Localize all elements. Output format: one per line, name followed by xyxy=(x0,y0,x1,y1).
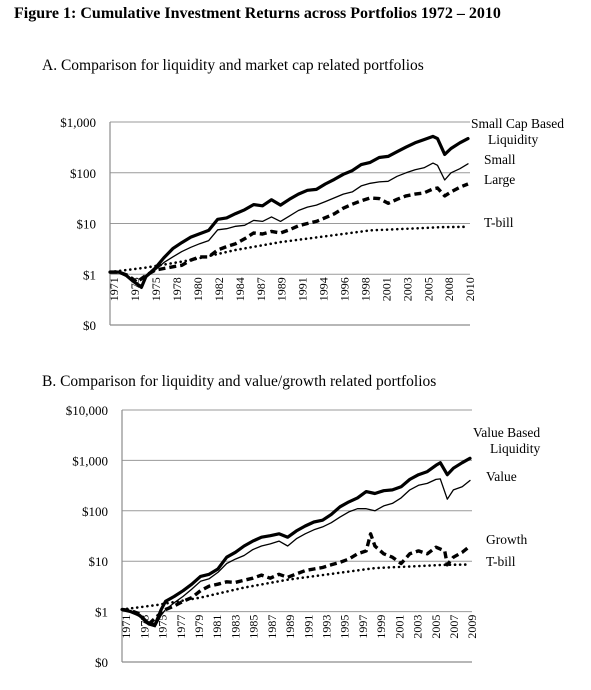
x-tick-label: 2001 xyxy=(379,277,393,301)
y-tick-label: $10,000 xyxy=(66,403,108,418)
chart-panel-a: $1,000 $100 $10 $1 $0 1971 1973 1975 1978 1980 198… xyxy=(60,115,564,333)
x-tick-label: 1978 xyxy=(170,277,184,301)
x-tick-label: 1980 xyxy=(191,277,205,301)
x-tick-label: 1991 xyxy=(296,277,310,301)
series-label-t-bill: T-bill xyxy=(484,215,514,230)
x-tick-label: 2010 xyxy=(463,277,477,301)
y-tick-label: $100 xyxy=(82,504,108,519)
series-line-t-bill xyxy=(120,563,472,611)
series-label-small-cap-based-liquidity: Liquidity xyxy=(488,132,538,147)
x-tick-label: 1997 xyxy=(356,615,370,639)
y-tick-label: $0 xyxy=(83,318,96,333)
x-tick-label: 1983 xyxy=(228,615,242,639)
y-tick-label: $10 xyxy=(77,217,97,232)
x-tick-label: 1984 xyxy=(233,277,247,301)
x-tick-label: 1971 xyxy=(119,615,133,639)
series-label-growth: Growth xyxy=(486,532,527,547)
x-tick-label: 1977 xyxy=(174,615,188,639)
series-label-value-based-liquidity: Liquidity xyxy=(490,441,540,456)
x-tick-label: 1989 xyxy=(283,615,297,639)
series-line-large xyxy=(110,182,469,284)
y-tick-label: $1 xyxy=(95,605,108,620)
x-tick-label: 1982 xyxy=(212,277,226,301)
series-line-t-bill xyxy=(108,225,470,274)
series-line-small-cap-based-liquidity xyxy=(108,134,470,289)
series-label-small-cap-based-liquidity: Small Cap Based xyxy=(471,116,564,131)
series-label-t-bill: T-bill xyxy=(486,554,516,569)
x-tick-label: 1993 xyxy=(320,615,334,639)
x-tick-label: 2003 xyxy=(411,615,425,639)
y-tick-label: $1,000 xyxy=(72,453,108,468)
y-tick-label: $1 xyxy=(83,267,96,282)
x-tick-label: 1975 xyxy=(156,615,170,639)
x-tick-label: 1995 xyxy=(338,615,352,639)
x-tick-label: 1996 xyxy=(338,277,352,301)
y-tick-label: $0 xyxy=(95,655,108,670)
x-tick-label: 1999 xyxy=(374,615,388,639)
series-line-small xyxy=(109,162,469,287)
x-tick-label: 2005 xyxy=(421,277,435,301)
x-tick-label: 1971 xyxy=(107,277,121,301)
series-line-growth xyxy=(121,532,472,627)
x-tick-label: 1994 xyxy=(317,277,331,301)
x-tick-label: 2008 xyxy=(442,277,456,301)
x-tick-label: 1973 xyxy=(128,277,142,301)
x-tick-label: 1979 xyxy=(192,615,206,639)
x-tick-label: 1985 xyxy=(247,615,261,639)
x-tick-label: 2005 xyxy=(429,615,443,639)
y-tick-label: $1,000 xyxy=(60,115,96,130)
figure-title: Figure 1: Cumulative Investment Returns … xyxy=(14,5,501,22)
series-label-small: Small xyxy=(484,152,516,167)
x-tick-label: 1991 xyxy=(301,615,315,639)
x-tick-label: 2007 xyxy=(447,615,461,639)
x-tick-label: 1987 xyxy=(265,615,279,639)
panel-b-title: B. Comparison for liquidity and value/gr… xyxy=(42,373,437,390)
x-tick-label: 1987 xyxy=(254,277,268,301)
y-tick-label: $100 xyxy=(70,166,96,181)
series-label-value: Value xyxy=(486,469,517,484)
x-tick-label: 1989 xyxy=(275,277,289,301)
x-tick-label: 1975 xyxy=(149,277,163,301)
x-tick-label: 1981 xyxy=(210,615,224,639)
x-tick-label: 2009 xyxy=(465,615,479,639)
x-tick-label: 2001 xyxy=(392,615,406,639)
series-label-value-based-liquidity: Value Based xyxy=(473,425,540,440)
y-tick-label: $10 xyxy=(89,554,109,569)
series-label-large: Large xyxy=(484,172,515,187)
panel-a-title: A. Comparison for liquidity and market c… xyxy=(42,57,424,74)
x-tick-label: 1998 xyxy=(358,277,372,301)
x-tick-label: 2003 xyxy=(400,277,414,301)
series-line-value-based-liquidity xyxy=(120,456,472,627)
series-line-value xyxy=(121,478,471,628)
